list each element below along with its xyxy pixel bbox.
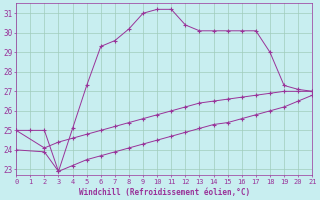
- X-axis label: Windchill (Refroidissement éolien,°C): Windchill (Refroidissement éolien,°C): [79, 188, 250, 197]
